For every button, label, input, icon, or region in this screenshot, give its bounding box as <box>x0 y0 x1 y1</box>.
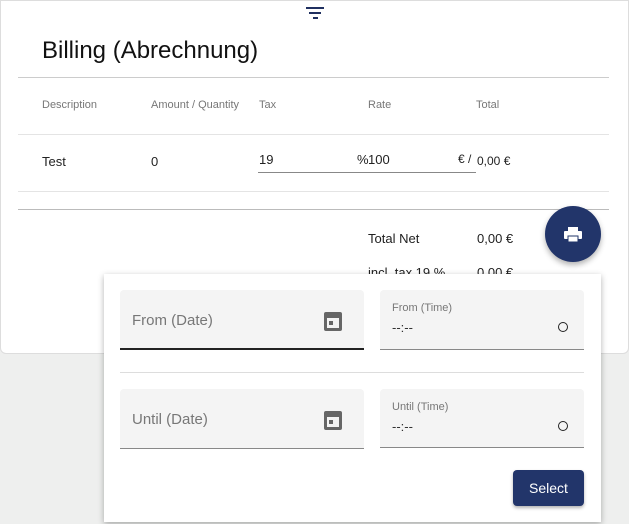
from-date-input[interactable]: From (Date) <box>120 290 364 350</box>
col-rate: Rate <box>368 99 392 111</box>
until-date-placeholder: Until (Date) <box>132 411 208 428</box>
select-button[interactable]: Select <box>513 470 584 506</box>
rate-input[interactable]: 100 <box>368 152 390 167</box>
filter-icon[interactable] <box>306 7 324 21</box>
print-button[interactable] <box>545 206 601 262</box>
calendar-icon[interactable] <box>324 312 342 331</box>
calendar-icon[interactable] <box>324 411 342 430</box>
divider <box>18 134 609 135</box>
clock-icon[interactable] <box>558 421 568 431</box>
row-amount: 0 <box>151 154 159 169</box>
page-title: Billing (Abrechnung) <box>42 37 259 64</box>
col-tax: Tax <box>259 99 277 111</box>
from-time-value: --:-- <box>392 320 413 335</box>
divider <box>120 372 584 373</box>
rate-suffix: € / <box>458 152 472 166</box>
divider <box>18 209 609 210</box>
col-description: Description <box>42 99 98 111</box>
input-underline <box>258 172 476 173</box>
row-description: Test <box>42 154 66 169</box>
col-total: Total <box>476 99 500 111</box>
divider <box>18 77 609 78</box>
clock-icon[interactable] <box>558 322 568 332</box>
total-net-label: Total Net <box>368 231 420 246</box>
until-time-value: --:-- <box>392 419 413 434</box>
row-total: 0,00 € <box>477 154 511 168</box>
col-amount: Amount / Quantity <box>151 99 240 111</box>
divider <box>18 191 609 192</box>
tax-suffix: % <box>357 152 369 167</box>
from-date-placeholder: From (Date) <box>132 312 213 329</box>
from-time-label: From (Time) <box>392 302 453 314</box>
from-time-input[interactable]: From (Time) --:-- <box>380 290 584 350</box>
printer-icon <box>564 227 582 243</box>
tax-input[interactable]: 19 <box>259 152 274 167</box>
date-filter-panel: From (Date) From (Time) --:-- Until (Dat… <box>104 274 601 522</box>
until-time-input[interactable]: Until (Time) --:-- <box>380 389 584 448</box>
until-time-label: Until (Time) <box>392 401 449 413</box>
until-date-input[interactable]: Until (Date) <box>120 389 364 449</box>
total-net-value: 0,00 € <box>477 231 514 246</box>
